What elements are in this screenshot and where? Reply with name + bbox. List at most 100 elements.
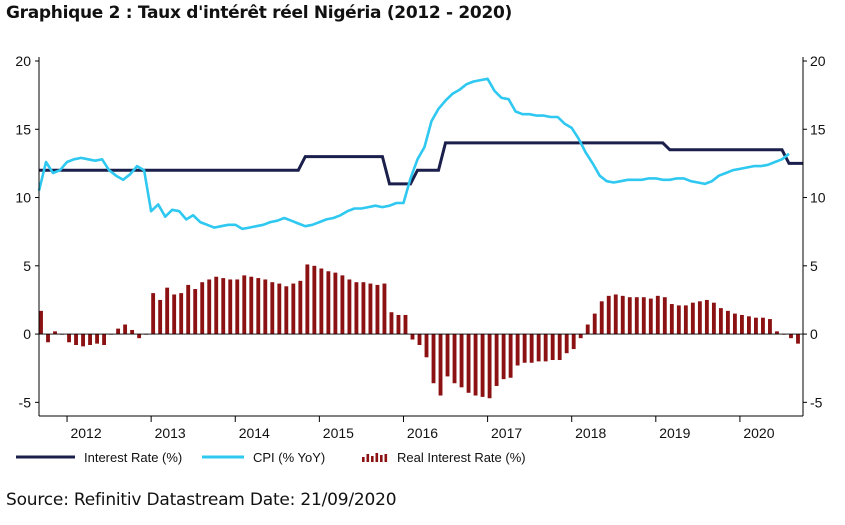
real-rate-bar	[235, 279, 240, 335]
real-rate-bar	[228, 279, 233, 335]
real-rate-bar	[466, 334, 471, 393]
real-rate-bar	[634, 297, 639, 335]
legend-label-cpi: CPI (% YoY)	[253, 450, 325, 465]
y-tick-label-right: 0	[810, 326, 818, 342]
x-tick-label: 2019	[659, 425, 690, 441]
legend-label-real-rate: Real Interest Rate (%)	[397, 450, 526, 465]
real-rate-bar	[270, 282, 275, 335]
real-rate-bar	[529, 334, 534, 363]
real-rate-bar	[768, 319, 772, 335]
real-rate-bar	[473, 334, 478, 396]
real-rate-bar	[284, 286, 289, 335]
real-rate-bar	[207, 279, 212, 335]
legend-swatch-real-rate-bar	[371, 456, 374, 462]
real-rate-bar	[445, 334, 450, 377]
legend-swatch-real-rate-bar	[380, 455, 383, 462]
legend-swatch-real-rate-bar	[366, 454, 370, 462]
real-rate-bar	[501, 334, 506, 380]
real-rate-bar	[389, 312, 394, 335]
real-rate-bar	[193, 289, 198, 335]
real-rate-bar	[480, 334, 485, 397]
real-rate-bar	[74, 334, 78, 345]
y-tick-label-right: -5	[810, 394, 823, 410]
real-rate-bar	[81, 334, 85, 347]
real-rate-bar	[249, 276, 254, 335]
y-tick-label-right: 20	[810, 53, 826, 69]
real-rate-bar	[690, 302, 695, 335]
real-rate-bar	[333, 272, 338, 335]
real-rate-bar	[123, 324, 128, 335]
y-tick-label-left: -5	[19, 394, 32, 410]
real-rate-bar	[627, 297, 632, 335]
real-rate-bar	[221, 278, 226, 335]
real-rate-bar	[403, 314, 408, 335]
real-rate-bar	[417, 334, 422, 345]
real-rate-bar	[165, 287, 170, 335]
real-rate-bar	[536, 334, 541, 362]
y-tick-label-left: 15	[15, 121, 31, 137]
real-rate-bar	[494, 334, 499, 386]
y-tick-label-right: 5	[810, 258, 818, 274]
real-rate-bar	[669, 304, 674, 335]
y-tick-label-left: 5	[23, 258, 31, 274]
real-rate-bar	[256, 278, 261, 335]
real-rate-bar	[179, 293, 184, 335]
real-rate-bar	[410, 334, 415, 340]
x-tick-label: 2017	[491, 425, 522, 441]
real-rate-bar	[697, 301, 702, 335]
real-rate-bar	[305, 264, 310, 335]
real-rate-bar	[522, 334, 527, 363]
real-rate-bar	[571, 334, 576, 350]
real-rate-bar	[557, 334, 562, 361]
real-rate-bar	[88, 334, 92, 345]
real-rate-bar	[312, 265, 317, 335]
real-interest-rate-bars	[39, 264, 800, 399]
real-rate-bar	[347, 279, 352, 335]
y-tick-label-left: 0	[23, 326, 31, 342]
real-rate-bar	[796, 334, 800, 344]
real-rate-bar	[291, 283, 296, 335]
y-tick-label-right: 10	[810, 190, 826, 206]
legend-label-interest-rate: Interest Rate (%)	[84, 450, 182, 465]
real-rate-bar	[543, 334, 548, 362]
real-rate-bar	[95, 334, 100, 344]
real-rate-bar	[396, 314, 401, 335]
real-rate-bar	[508, 334, 513, 378]
real-rate-bar	[683, 305, 688, 335]
cpi-line	[37, 77, 790, 231]
real-rate-bar	[326, 271, 331, 335]
real-rate-bar	[46, 334, 50, 343]
real-rate-bar	[754, 317, 758, 335]
real-rate-bar	[711, 302, 716, 335]
lines-layer	[37, 77, 803, 231]
y-tick-label-right: 15	[810, 121, 826, 137]
y-tick-label-left: 10	[15, 190, 31, 206]
real-rate-bar	[459, 334, 464, 388]
interest-rate-line	[39, 141, 803, 186]
real-rate-bar	[53, 331, 57, 335]
real-rate-bar	[606, 295, 611, 335]
real-rate-bar	[438, 334, 443, 396]
real-rate-bar	[354, 282, 359, 335]
real-rate-bar	[662, 297, 667, 335]
x-tick-label: 2016	[407, 425, 438, 441]
y-tick-label-left: 20	[15, 53, 31, 69]
legend-swatch-real-rate-bar	[375, 453, 379, 462]
source-note: Source: Refinitiv Datastream Date: 21/09…	[6, 490, 397, 510]
real-rate-bar	[487, 334, 492, 399]
real-rate-bar	[732, 313, 737, 335]
real-rate-bar	[718, 308, 723, 335]
real-rate-bar	[375, 284, 380, 335]
real-rate-bar	[200, 282, 205, 335]
real-rate-bar	[789, 334, 793, 339]
axes-layer: -5 0 5 10 15 20 -5 0 5 10 15 20 2012 2013 2014 2015 2016…	[15, 53, 825, 441]
x-tick-label: 2020	[743, 425, 774, 441]
real-rate-bar	[214, 276, 219, 335]
real-rate-bar	[298, 280, 303, 335]
real-rate-bar	[102, 334, 107, 345]
legend-swatch-real-rate-bar	[362, 457, 365, 462]
real-rate-bar	[158, 299, 163, 335]
real-rate-bar	[368, 283, 373, 335]
real-rate-bar	[67, 334, 71, 343]
